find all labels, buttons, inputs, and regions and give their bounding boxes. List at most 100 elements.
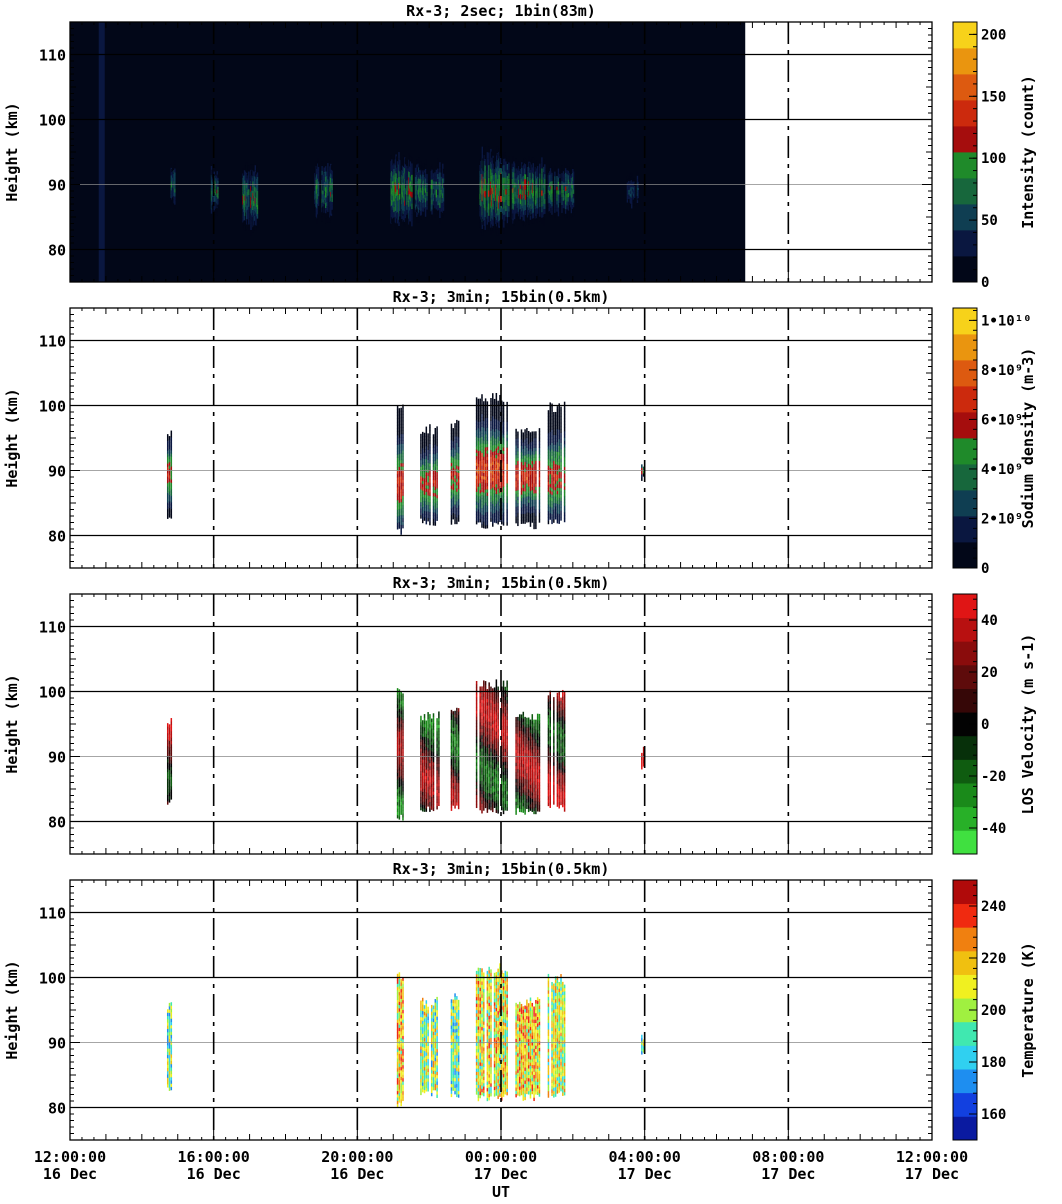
data-cell xyxy=(436,439,438,443)
data-cell xyxy=(435,480,437,484)
data-cell xyxy=(533,431,535,435)
data-cell xyxy=(171,760,173,764)
data-cell xyxy=(549,461,551,465)
intensity-cell xyxy=(520,209,521,214)
panel-title: Rx-3; 2sec; 1bin(83m) xyxy=(406,2,596,20)
data-cell xyxy=(422,451,424,455)
data-cell xyxy=(476,462,478,466)
data-cell xyxy=(558,433,560,437)
intensity-cell xyxy=(433,169,434,173)
data-cell xyxy=(521,472,523,476)
intensity-cell xyxy=(551,168,552,172)
colorbar-label: Intensity (count) xyxy=(1019,75,1037,229)
data-cell xyxy=(167,486,169,490)
intensity-cell xyxy=(561,165,562,169)
intensity-cell xyxy=(431,170,432,175)
intensity-cell xyxy=(397,218,398,224)
data-cell xyxy=(517,523,519,527)
intensity-cell xyxy=(551,177,552,181)
data-cell xyxy=(532,506,534,510)
intensity-cell xyxy=(568,215,569,219)
data-cell xyxy=(564,473,566,477)
intensity-cell xyxy=(436,178,437,182)
data-cell xyxy=(454,501,456,505)
data-cell xyxy=(422,516,424,520)
intensity-cell xyxy=(442,164,443,169)
data-cell xyxy=(641,471,643,475)
data-cell xyxy=(528,454,530,458)
data-cell xyxy=(458,512,460,516)
intensity-cell xyxy=(325,213,326,218)
data-cell xyxy=(400,456,402,460)
data-cell xyxy=(503,441,505,445)
data-cell xyxy=(501,492,503,496)
intensity-cell xyxy=(561,189,562,193)
data-cell xyxy=(397,513,399,517)
data-cell xyxy=(494,470,496,474)
data-cell xyxy=(494,444,496,448)
data-cell xyxy=(483,492,485,496)
data-cell xyxy=(479,438,481,442)
intensity-cell xyxy=(331,171,332,175)
data-cell xyxy=(171,492,173,496)
data-cell xyxy=(553,445,555,449)
intensity-cell xyxy=(527,187,528,192)
data-cell xyxy=(555,431,557,435)
colorbar-tick-label: 50 xyxy=(981,213,998,229)
intensity-cell xyxy=(528,157,529,162)
data-cell xyxy=(483,512,485,516)
data-cell xyxy=(533,490,535,494)
intensity-cell xyxy=(503,221,504,227)
intensity-cell xyxy=(480,226,481,233)
intensity-cell xyxy=(503,196,504,202)
intensity-cell xyxy=(633,203,634,206)
data-cell xyxy=(399,473,401,477)
data-cell xyxy=(483,408,485,412)
intensity-cell xyxy=(399,183,400,189)
data-cell xyxy=(399,748,401,752)
intensity-cell xyxy=(416,217,417,222)
data-cell xyxy=(424,514,426,518)
data-cell xyxy=(549,438,551,442)
data-cell xyxy=(528,437,530,441)
data-cell xyxy=(515,478,517,482)
data-cell xyxy=(497,501,499,505)
data-cell xyxy=(424,462,426,466)
intensity-cell xyxy=(255,225,256,230)
data-cell xyxy=(458,479,460,483)
data-cell xyxy=(506,473,508,477)
data-cell xyxy=(427,518,429,522)
data-cell xyxy=(526,434,528,438)
data-cell xyxy=(490,518,492,522)
data-cell xyxy=(478,483,480,487)
intensity-cell xyxy=(397,189,398,195)
intensity-cell xyxy=(431,180,432,185)
data-cell xyxy=(492,452,494,456)
data-cell xyxy=(532,509,534,513)
data-cell xyxy=(503,493,505,497)
colorbar-tick-label: 0 xyxy=(981,561,989,577)
data-cell xyxy=(478,412,480,416)
data-cell xyxy=(526,519,528,523)
data-cell xyxy=(549,480,551,484)
data-cell xyxy=(479,496,481,500)
data-cell xyxy=(435,493,437,497)
data-cell xyxy=(560,426,562,430)
data-cell xyxy=(426,459,428,463)
data-cell xyxy=(402,453,404,457)
data-cell xyxy=(481,440,483,444)
data-cell xyxy=(454,443,456,447)
data-cell xyxy=(515,442,517,446)
intensity-cell xyxy=(505,172,506,178)
data-cell xyxy=(524,481,526,485)
data-cell xyxy=(453,477,455,481)
data-cell xyxy=(399,424,401,428)
data-cell xyxy=(167,463,169,467)
data-cell xyxy=(169,789,171,793)
data-cell xyxy=(497,462,499,466)
data-cell xyxy=(422,484,424,488)
data-cell xyxy=(399,431,401,435)
data-cell xyxy=(451,433,453,437)
intensity-cell xyxy=(405,194,406,200)
